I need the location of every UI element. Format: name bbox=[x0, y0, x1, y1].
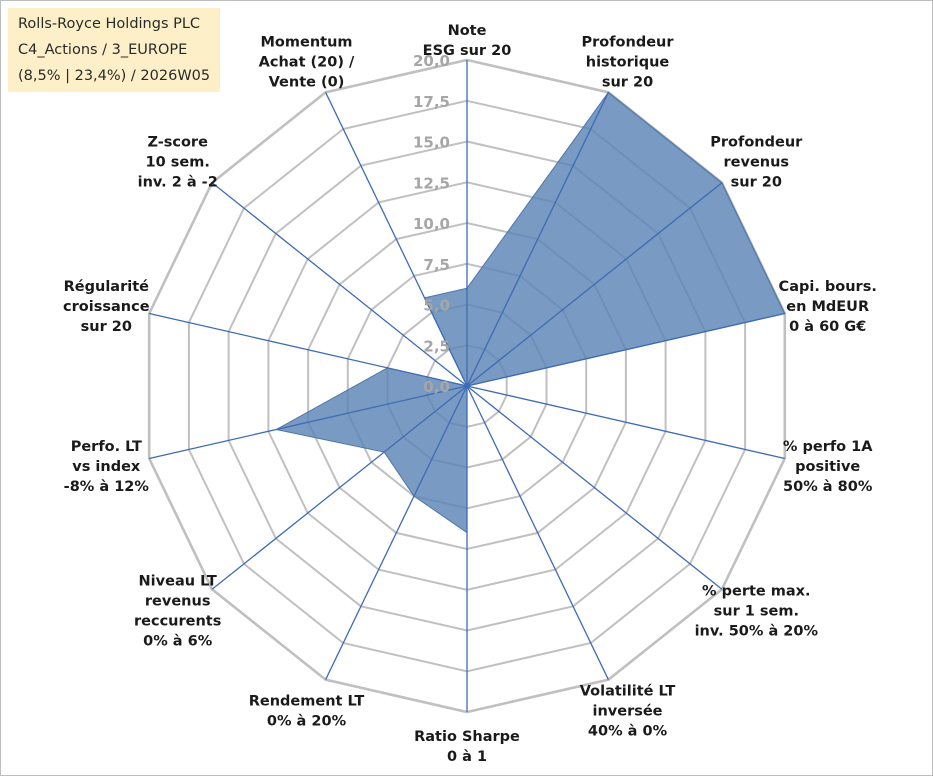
company-name: Rolls-Royce Holdings PLC bbox=[18, 16, 201, 32]
axis-label-line: sur 20 bbox=[602, 75, 653, 91]
axis-label: Profondeur revenus sur 20 bbox=[710, 135, 803, 191]
axis-label-line: positive bbox=[795, 459, 860, 475]
axis-label-line: croissance bbox=[63, 299, 150, 315]
axis-label-line: revenus bbox=[145, 594, 211, 610]
axis-label-line: 40% à 0% bbox=[588, 723, 668, 739]
tick-label: 7,5 bbox=[423, 256, 450, 274]
tick-label: 15,0 bbox=[413, 134, 450, 152]
axis-label-line: Profondeur bbox=[581, 35, 674, 51]
axis-label-line: Momentum bbox=[260, 35, 352, 51]
axis-spoke bbox=[149, 385, 468, 460]
category-label: C4_Actions / 3_EUROPE bbox=[18, 42, 188, 58]
axis-label-line: 0 à 60 G€ bbox=[789, 319, 866, 335]
axis-label-layer: Note ESG sur 20 Profondeur historique sur 20… bbox=[63, 23, 877, 765]
axis-label-line: Régularité bbox=[64, 279, 150, 295]
data-series-area bbox=[274, 91, 786, 534]
period-label: (8,5% | 23,4%) / 2026W05 bbox=[18, 68, 211, 84]
axis-spoke bbox=[466, 182, 723, 387]
tick-label: 2,5 bbox=[423, 337, 450, 355]
tick-label-layer: 0,0 2,5 5,0 7,5 10,0 12,5 15,0 17,5 20,0 bbox=[413, 52, 450, 396]
tick-label: 5,0 bbox=[423, 297, 450, 315]
tick-label: 0,0 bbox=[423, 378, 450, 396]
axis-label: % perfo 1A positive 50% à 80% bbox=[783, 439, 873, 495]
tick-label: 12,5 bbox=[413, 174, 450, 192]
axis-label-line: Note bbox=[448, 23, 487, 39]
axis-label-line: 10 sem. bbox=[146, 155, 210, 171]
axis-label: Perfo. LT vs index -8% à 12% bbox=[64, 439, 150, 495]
axis-label-line: Z-score bbox=[147, 135, 208, 151]
axis-label-line: Vente (0) bbox=[269, 75, 345, 91]
axis-spoke bbox=[325, 92, 468, 387]
axis-label-line: Profondeur bbox=[710, 135, 803, 151]
axis-spoke bbox=[466, 312, 785, 387]
axis-label-line: sur 20 bbox=[81, 319, 132, 335]
axis-label-line: ESG sur 20 bbox=[423, 43, 512, 59]
axis-label-line: vs index bbox=[72, 459, 141, 475]
axis-label-line: -8% à 12% bbox=[64, 479, 150, 495]
axis-label-line: 0% à 6% bbox=[143, 634, 213, 650]
axis-label-line: 0 à 1 bbox=[447, 749, 487, 765]
axis-label-line: inversée bbox=[592, 703, 662, 719]
axis-spoke bbox=[149, 312, 468, 387]
axis-label-line: 0% à 20% bbox=[267, 713, 347, 729]
axis-label-line: 50% à 80% bbox=[783, 479, 873, 495]
axis-label: Régularité croissance sur 20 bbox=[63, 279, 150, 335]
axis-spoke bbox=[466, 92, 609, 387]
tick-label: 10,0 bbox=[413, 215, 450, 233]
axis-label: % perte max. sur 1 sem. inv. 50% à 20% bbox=[695, 584, 819, 640]
axis-label: Rendement LT 0% à 20% bbox=[249, 693, 365, 729]
axis-spoke bbox=[466, 385, 723, 590]
axis-label: Momentum Achat (20) / Vente (0) bbox=[259, 35, 355, 91]
axis-label-line: reccurents bbox=[134, 614, 221, 630]
spoke-layer bbox=[149, 60, 785, 712]
axis-spoke bbox=[466, 385, 785, 460]
axis-label-line: % perte max. bbox=[702, 584, 811, 600]
axis-label: Capi. bours. en MdEUR 0 à 60 G€ bbox=[779, 279, 877, 335]
axis-label: Niveau LT revenus reccurents 0% à 6% bbox=[134, 574, 221, 650]
axis-label-line: inv. 50% à 20% bbox=[695, 624, 819, 640]
axis-label-line: Volatilité LT bbox=[580, 683, 676, 699]
axis-label-line: historique bbox=[586, 55, 670, 71]
axis-label: Ratio Sharpe 0 à 1 bbox=[414, 729, 520, 765]
title-box: Rolls-Royce Holdings PLC C4_Actions / 3_… bbox=[8, 8, 220, 92]
axis-spoke bbox=[466, 385, 609, 680]
axis-label-line: sur 1 sem. bbox=[714, 604, 799, 620]
axis-spoke bbox=[325, 385, 468, 680]
axis-label-line: Niveau LT bbox=[139, 574, 217, 590]
tick-label: 17,5 bbox=[413, 93, 450, 111]
axis-label-line: en MdEUR bbox=[786, 299, 869, 315]
axis-label: Note ESG sur 20 bbox=[423, 23, 512, 59]
axis-spoke bbox=[211, 182, 468, 387]
axis-label-line: revenus bbox=[724, 155, 790, 171]
axis-label-line: Ratio Sharpe bbox=[414, 729, 520, 745]
axis-label: Volatilité LT inversée 40% à 0% bbox=[580, 683, 676, 739]
axis-label-line: inv. 2 à -2 bbox=[138, 175, 218, 191]
axis-label-line: Achat (20) / bbox=[259, 55, 355, 71]
axis-label-line: Rendement LT bbox=[249, 693, 365, 709]
axis-label-line: sur 20 bbox=[731, 175, 782, 191]
axis-label-line: Perfo. LT bbox=[71, 439, 142, 455]
axis-label: Profondeur historique sur 20 bbox=[581, 35, 674, 91]
axis-label: Z-score 10 sem. inv. 2 à -2 bbox=[138, 135, 218, 191]
axis-label-line: % perfo 1A bbox=[783, 439, 873, 455]
data-area-layer bbox=[274, 91, 786, 534]
axis-label-line: Capi. bours. bbox=[779, 279, 877, 295]
tick-label: 20,0 bbox=[413, 52, 450, 70]
axis-spoke bbox=[211, 385, 468, 590]
